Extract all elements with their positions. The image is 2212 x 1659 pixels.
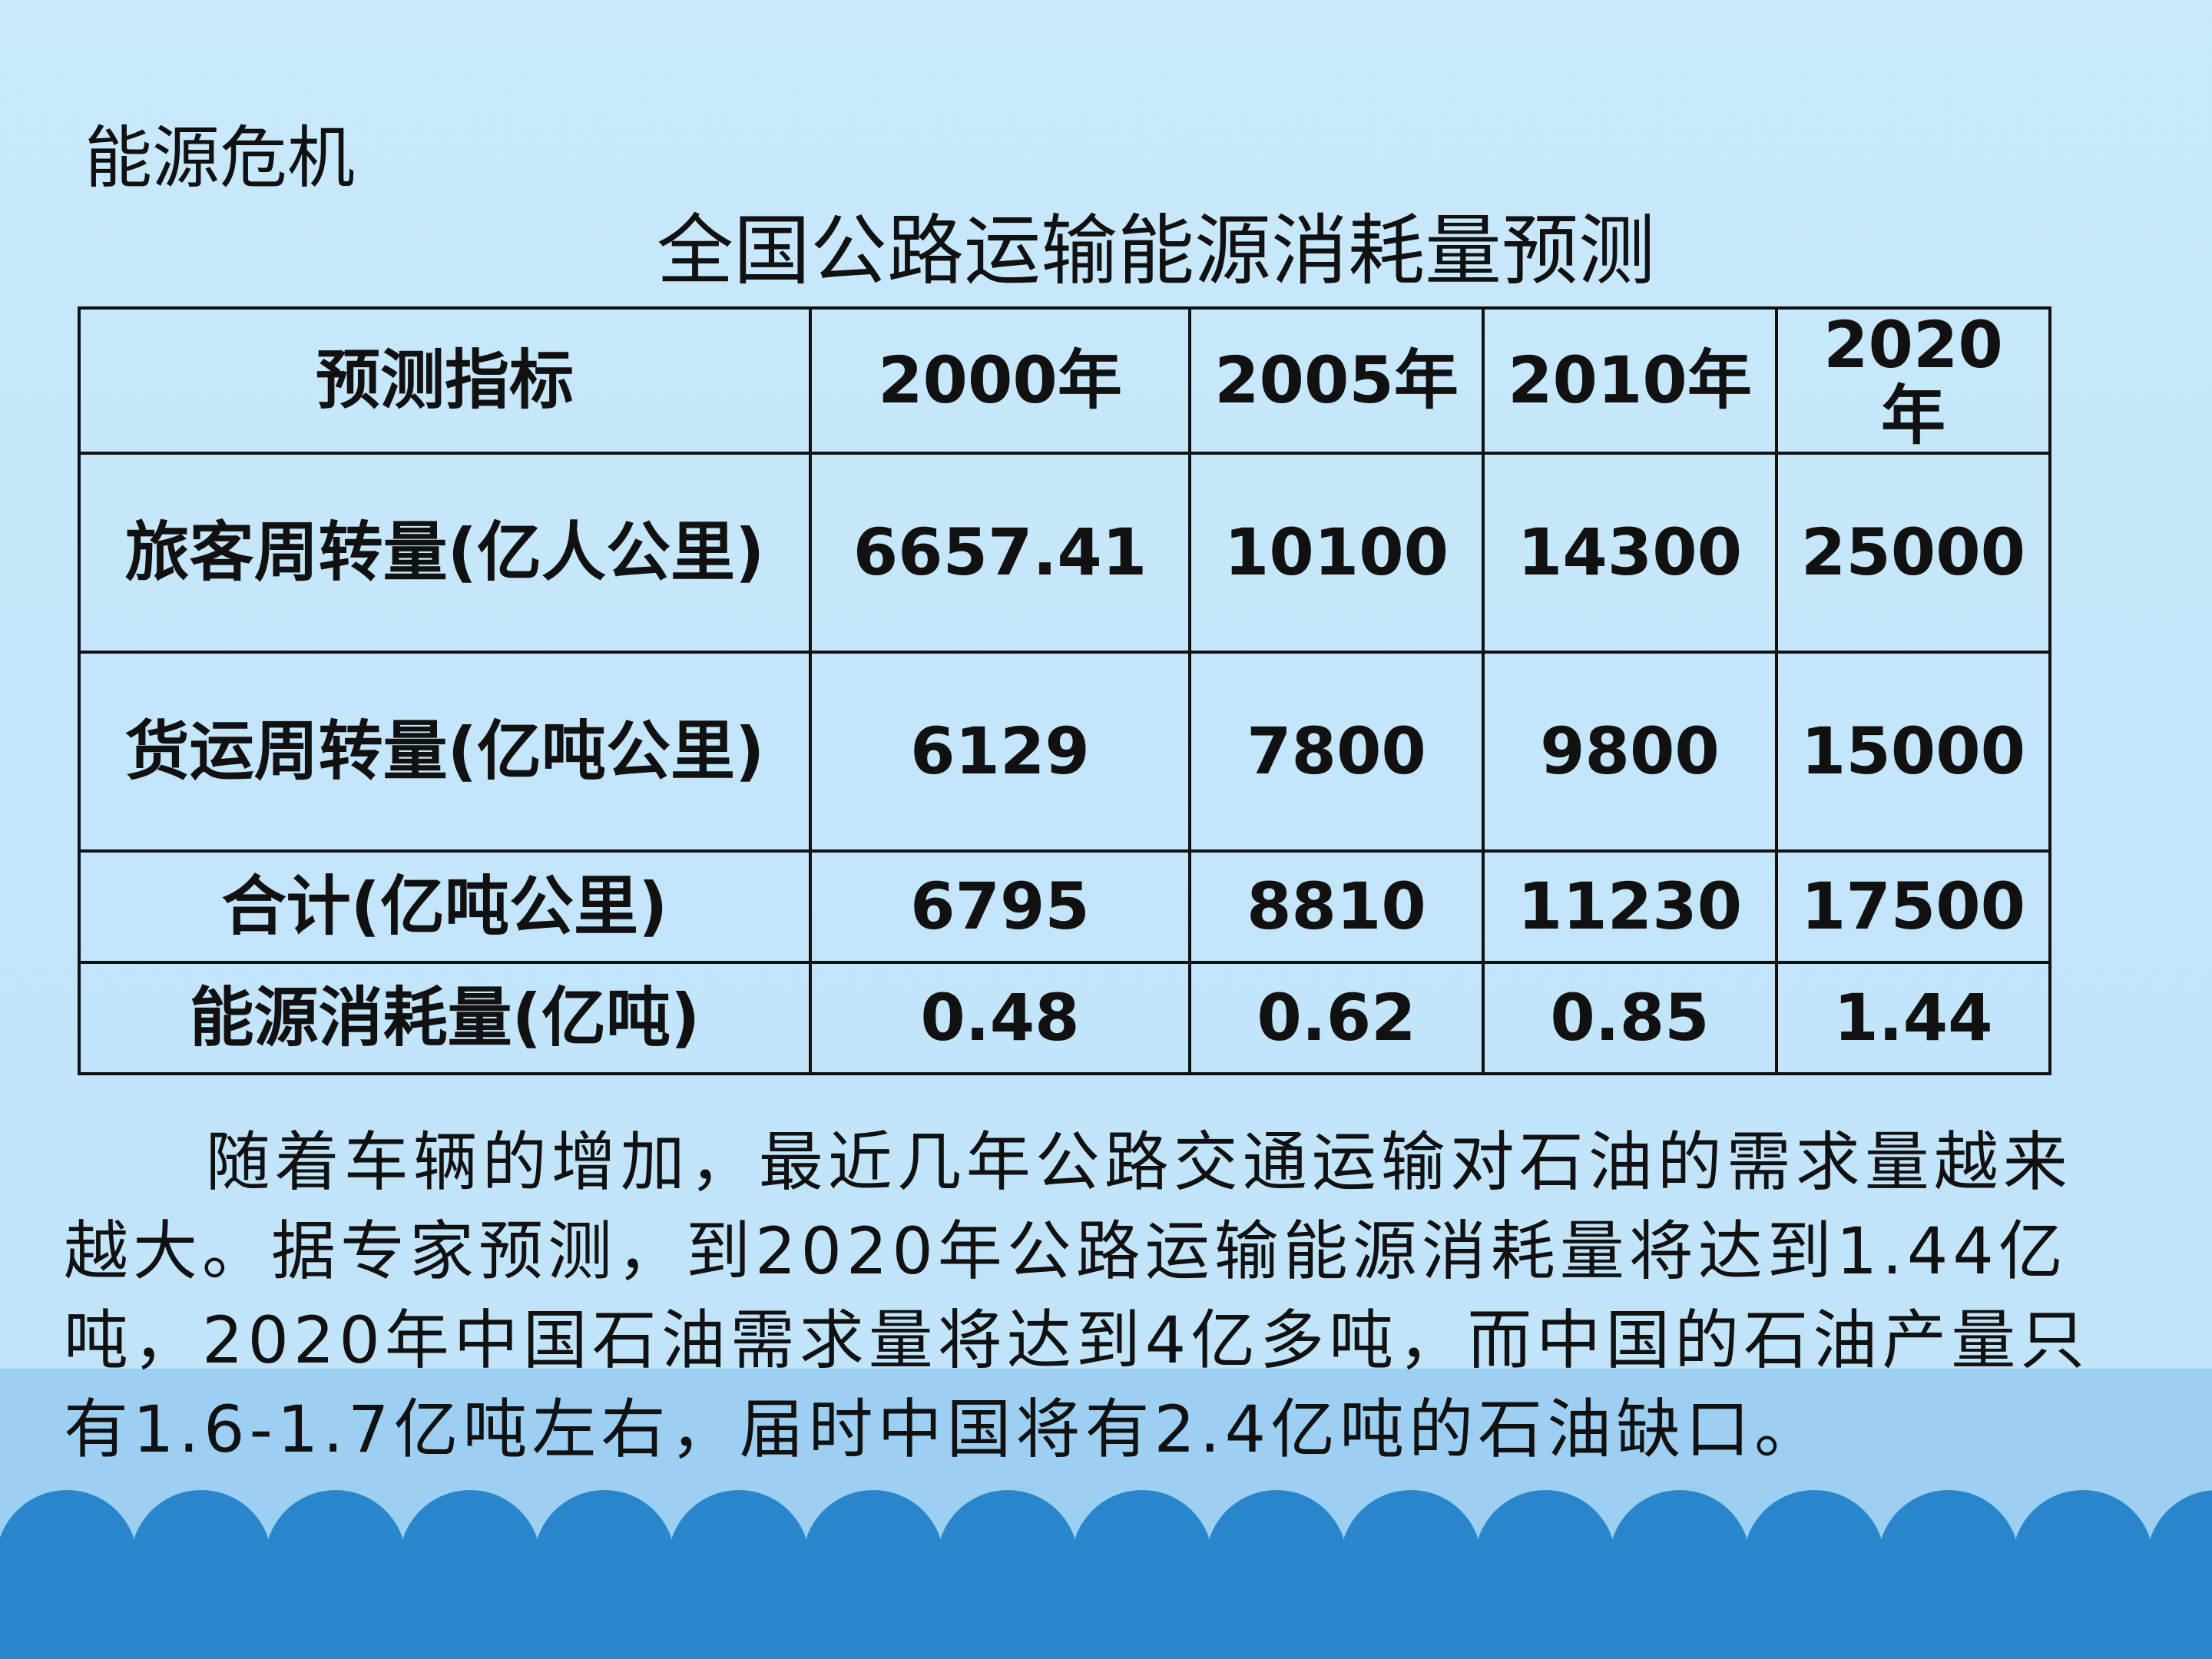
row-label: 货运周转量(亿吨公里) [78, 650, 812, 853]
value-cell: 0.62 [1188, 960, 1485, 1075]
table-row: 能源消耗量(亿吨) 0.48 0.62 0.85 1.44 [78, 960, 2051, 1075]
header-row: 预测指标 2000年 2005年 2010年 2020年 [78, 306, 2051, 455]
value-cell: 0.85 [1482, 960, 1778, 1075]
value-cell: 1.44 [1775, 960, 2051, 1075]
value-cell: 6657.41 [809, 451, 1191, 654]
value-cell: 7800 [1188, 650, 1485, 853]
row-label: 合计(亿吨公里) [78, 849, 812, 964]
column-header: 预测指标 [78, 306, 812, 455]
wave-decoration [0, 1490, 2212, 1659]
value-cell: 9800 [1482, 650, 1778, 853]
row-label: 旅客周转量(亿人公里) [78, 451, 812, 654]
value-cell: 11230 [1482, 849, 1778, 964]
column-header: 2020年 [1775, 306, 2051, 455]
value-cell: 8810 [1188, 849, 1485, 964]
slide-title: 能源危机 [84, 118, 356, 197]
value-cell: 6795 [809, 849, 1191, 964]
column-header: 2010年 [1482, 306, 1778, 455]
value-cell: 15000 [1775, 650, 2051, 853]
value-cell: 10100 [1188, 451, 1485, 654]
table-row: 货运周转量(亿吨公里) 6129 7800 9800 15000 [78, 650, 2051, 853]
value-cell: 0.48 [809, 960, 1191, 1075]
table-row: 旅客周转量(亿人公里) 6657.41 10100 14300 25000 [78, 451, 2051, 654]
value-cell: 6129 [809, 650, 1191, 853]
column-header: 2005年 [1188, 306, 1485, 455]
column-header: 2000年 [809, 306, 1191, 455]
data-table: 预测指标 2000年 2005年 2010年 2020年 旅客周转量(亿人公里) 6657… [78, 306, 2051, 1075]
table-title: 全国公路运输能源消耗量预测 [657, 206, 1655, 296]
table-row: 合计(亿吨公里) 6795 8810 11230 17500 [78, 849, 2051, 964]
wave-pattern [0, 1490, 2212, 1659]
value-cell: 25000 [1775, 451, 2051, 654]
row-label: 能源消耗量(亿吨) [78, 960, 812, 1075]
value-cell: 17500 [1775, 849, 2051, 964]
value-cell: 14300 [1482, 451, 1778, 654]
paragraph: 随着车辆的增加，最近几年公路交通运输对石油的需求量越来越大。据专家预测，到202… [64, 1124, 2090, 1467]
